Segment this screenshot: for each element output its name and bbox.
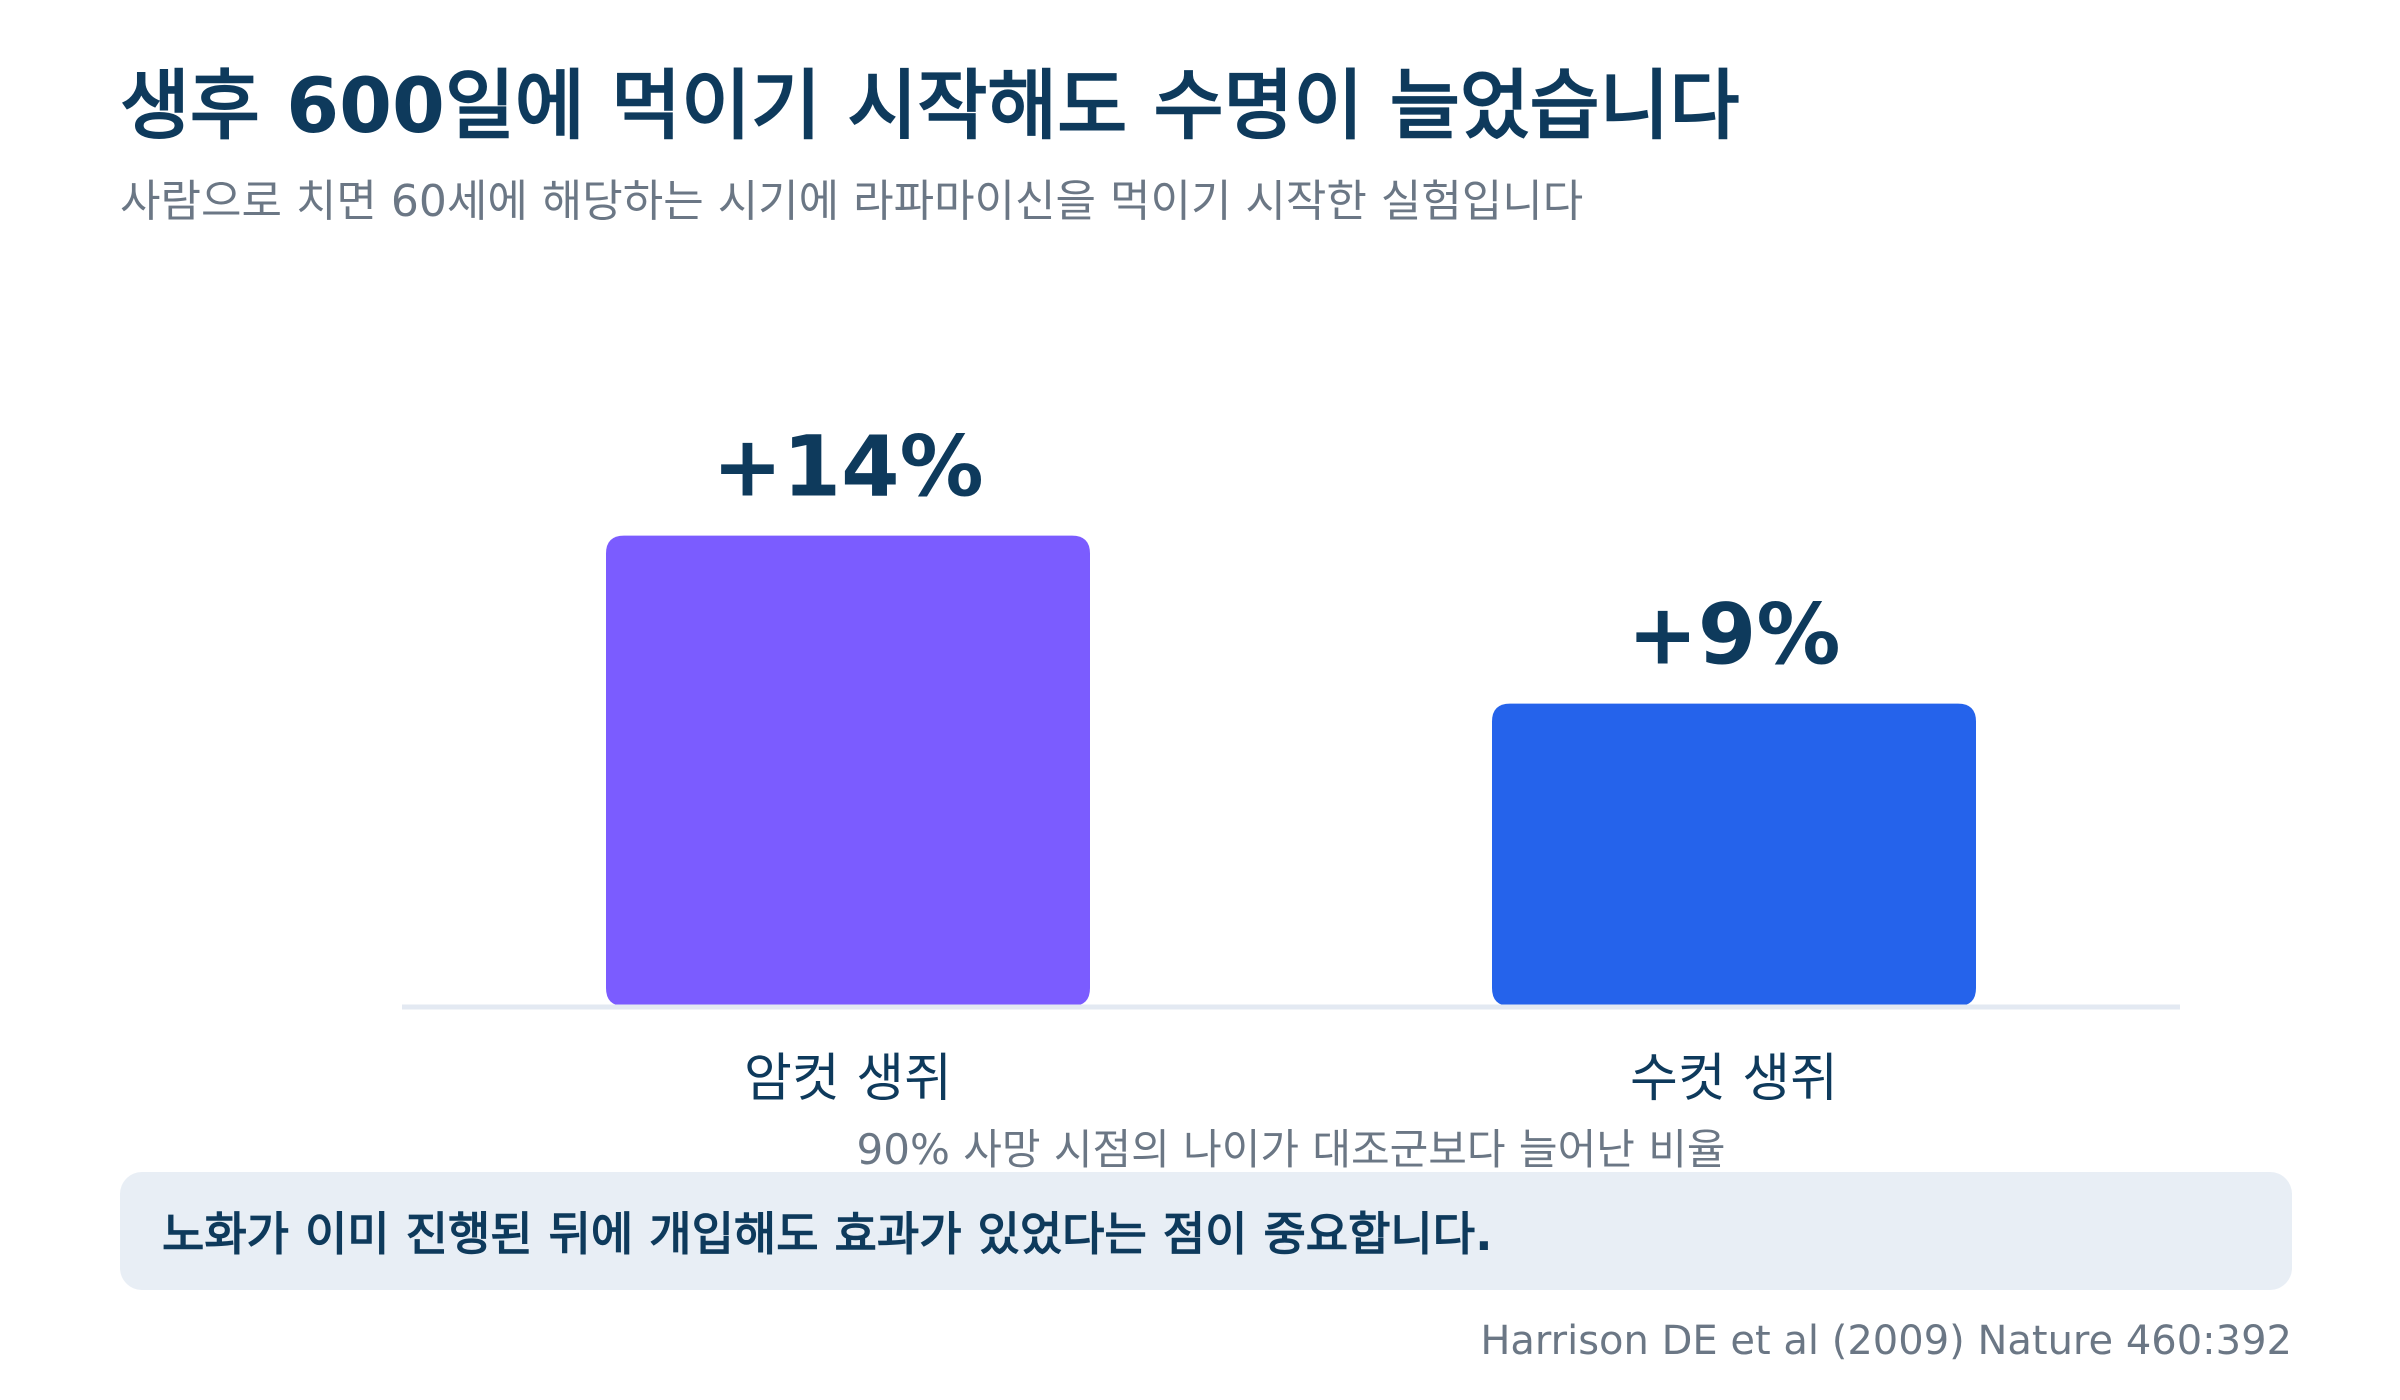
- x-axis-title: 90% 사망 시점의 나이가 대조군보다 늘어난 비율: [857, 1125, 1726, 1174]
- bar-1: [606, 535, 1090, 1006]
- callout-box: 노화가 이미 진행된 뒤에 개입해도 효과가 있었다는 점이 중요합니다.: [120, 1172, 2292, 1290]
- bar-value-label-2: +9%: [1628, 586, 1841, 684]
- category-label-1: 암컷 생쥐: [744, 1049, 952, 1109]
- category-label-2: 수컷 생쥐: [1630, 1049, 1838, 1109]
- bar-value-label-1: +14%: [712, 418, 983, 516]
- callout-text: 노화가 이미 진행된 뒤에 개입해도 효과가 있었다는 점이 중요합니다.: [162, 1207, 1493, 1261]
- bar-2: [1492, 703, 1976, 1006]
- chart-title: 생후 600일에 먹이기 시작해도 수명이 늘었습니다: [120, 61, 1740, 150]
- source-citation: Harrison DE et al (2009) Nature 460:392: [1480, 1318, 2292, 1364]
- chart-subtitle: 사람으로 치면 60세에 해당하는 시기에 라파마이신을 먹이기 시작한 실험입…: [120, 176, 1584, 227]
